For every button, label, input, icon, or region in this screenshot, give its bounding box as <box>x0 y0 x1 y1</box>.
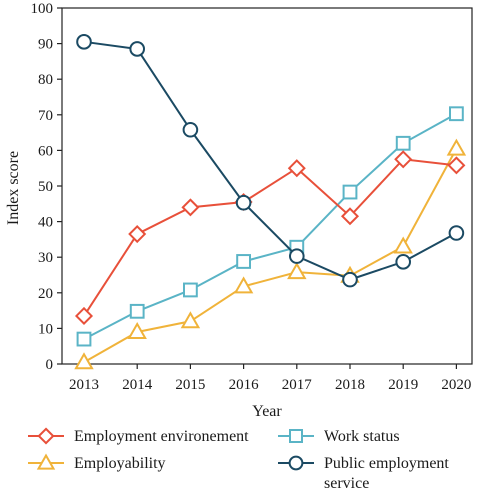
series-line-public-employment-service <box>83 40 457 281</box>
series-line-employment-environement <box>83 158 457 317</box>
data-point-public-employment-service <box>235 194 252 211</box>
legend-item-public-employment-service: Public employment service <box>278 455 449 492</box>
x-axis-ticks: 2013 2014 2015 2016 2017 2018 2019 2020 <box>69 364 471 393</box>
data-point-employment-environement <box>447 156 466 175</box>
data-point-work-status <box>395 135 411 151</box>
y-tick-label: 0 <box>46 357 54 373</box>
data-point-public-employment-service <box>182 121 199 138</box>
legend-label-line-1: Public employment <box>324 455 449 472</box>
data-point-public-employment-service <box>129 41 145 57</box>
data-point-work-status <box>342 184 358 200</box>
data-point-work-status <box>183 282 198 298</box>
data-point-work-status <box>76 331 92 347</box>
y-tick-label: 20 <box>38 286 53 302</box>
y-tick-label: 30 <box>38 250 53 266</box>
data-point-work-status <box>236 254 251 269</box>
data-point-employability <box>446 138 467 156</box>
data-point-public-employment-service <box>448 225 465 241</box>
data-point-employability <box>393 236 413 254</box>
y-tick-label: 90 <box>38 37 53 53</box>
legend-marker <box>36 453 56 470</box>
data-point-employability <box>287 262 307 280</box>
data-point-employment-environement <box>128 225 147 244</box>
data-point-employability <box>180 311 201 329</box>
y-axis-label: Index score <box>5 151 22 225</box>
data-point-employment-environement <box>287 159 306 178</box>
y-tick-label: 60 <box>38 143 53 159</box>
data-point-public-employment-service <box>289 248 305 264</box>
legend-label-line-2: service <box>324 475 369 492</box>
x-tick-label: 2017 <box>282 377 313 393</box>
legend-item-employment-environement: Employment environement <box>28 427 249 445</box>
series-work-status <box>76 106 464 347</box>
y-tick-label: 50 <box>38 179 53 195</box>
legend-marker <box>288 455 304 471</box>
y-tick-label: 80 <box>38 72 53 88</box>
x-tick-label: 2014 <box>122 377 153 393</box>
x-tick-label: 2015 <box>175 377 205 393</box>
series-public-employment-service <box>76 34 465 288</box>
legend-label: Employability <box>74 455 166 472</box>
series-group <box>74 34 467 370</box>
data-point-employment-environement <box>181 198 200 217</box>
data-point-employment-environement <box>340 207 360 226</box>
y-tick-label: 40 <box>38 215 53 231</box>
y-tick-label: 10 <box>38 321 53 337</box>
data-point-public-employment-service <box>76 34 92 50</box>
y-tick-label: 70 <box>38 108 53 124</box>
x-tick-label: 2016 <box>229 377 260 393</box>
legend-item-employability: Employability <box>28 453 166 472</box>
x-tick-label: 2013 <box>69 377 99 393</box>
data-point-public-employment-service <box>342 271 358 288</box>
y-axis-ticks: 0 10 20 30 40 50 60 70 80 90 100 <box>31 1 62 373</box>
data-point-employability <box>233 276 254 294</box>
legend-marker <box>289 429 303 443</box>
legend-label: Employment environement <box>74 428 249 445</box>
data-point-work-status <box>129 303 145 319</box>
data-point-employability <box>127 321 147 339</box>
data-point-employment-environement <box>394 150 413 169</box>
x-tick-label: 2019 <box>388 377 418 393</box>
y-tick-label: 100 <box>31 1 54 17</box>
legend-label: Work status <box>324 428 400 445</box>
data-point-work-status <box>449 106 464 122</box>
legend-item-work-status: Work status <box>278 428 400 445</box>
x-tick-label: 2020 <box>441 377 471 393</box>
data-point-public-employment-service <box>395 254 412 270</box>
legend-marker <box>37 427 55 445</box>
series-line-work-status <box>83 112 457 340</box>
data-point-employment-environement <box>74 306 94 325</box>
series-line-employability <box>83 148 458 364</box>
data-point-employability <box>74 352 94 370</box>
legend-label: Public employment service <box>324 455 449 492</box>
chart-legend: Employment environement Work status Employ… <box>28 427 449 492</box>
x-axis-label: Year <box>252 403 282 420</box>
x-tick-label: 2018 <box>335 377 365 393</box>
series-employment-environement <box>74 150 466 325</box>
series-employability <box>74 138 467 370</box>
